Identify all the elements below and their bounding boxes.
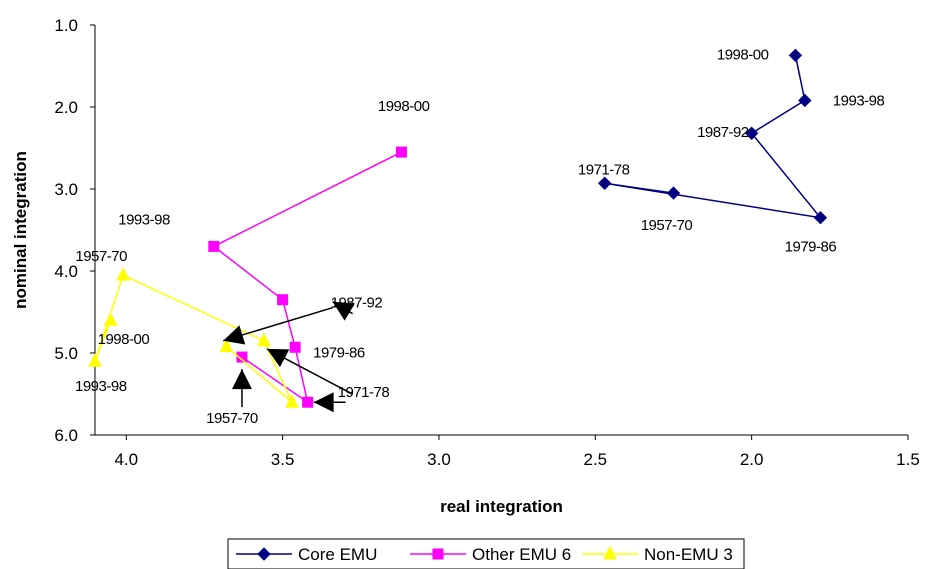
series-line — [212, 151, 402, 404]
data-point — [103, 312, 118, 326]
y-tick-label: 5.0 — [54, 344, 78, 363]
data-point — [257, 332, 271, 347]
point-label: 1971-78 — [338, 384, 390, 401]
data-point — [666, 186, 681, 200]
arrow-1971-78-a-head — [313, 392, 334, 413]
point-label: 1998-00 — [98, 331, 150, 348]
y-axis-title: nominal integration — [11, 151, 30, 309]
data-point — [208, 240, 220, 252]
data-point — [289, 341, 301, 353]
x-tick-label: 2.0 — [740, 450, 764, 469]
legend-marker — [603, 545, 617, 560]
data-point — [285, 394, 299, 408]
point-label: 1987-92 — [697, 124, 749, 141]
arrow-1987-92-a-head — [332, 301, 355, 321]
series-line — [604, 55, 823, 219]
legend-marker — [257, 547, 271, 561]
point-label: 1971-78 — [578, 161, 630, 178]
data-point — [302, 396, 314, 408]
x-tick-label: 2.5 — [583, 450, 607, 469]
point-label: 1993-98 — [118, 211, 170, 228]
point-label: 1998-00 — [378, 98, 430, 115]
arrow-1987-92-b-head — [223, 325, 246, 345]
y-tick-label: 6.0 — [54, 426, 78, 445]
legend-label: Other EMU 6 — [472, 545, 571, 564]
point-label: 1957-70 — [206, 410, 258, 427]
data-point — [788, 48, 803, 63]
y-tick-label: 1.0 — [54, 16, 78, 35]
point-label: 1979-86 — [785, 239, 837, 256]
data-point — [813, 210, 828, 225]
arrow-1971-78-b-head — [266, 348, 290, 368]
data-point — [116, 266, 130, 281]
x-tick-label: 3.0 — [427, 450, 451, 469]
point-label: 1957-70 — [641, 217, 693, 234]
legend-label: Core EMU — [298, 545, 377, 564]
point-label: 1957-70 — [75, 248, 127, 265]
data-point — [395, 146, 407, 158]
x-tick-label: 1.5 — [896, 450, 920, 469]
legend-label: Non-EMU 3 — [644, 545, 733, 564]
point-label: 1993-98 — [75, 378, 127, 395]
point-label: 1993-98 — [833, 92, 885, 109]
point-label: 1998-00 — [717, 46, 769, 63]
legend-marker — [432, 548, 444, 560]
y-tick-label: 4.0 — [54, 262, 78, 281]
data-point — [219, 338, 234, 352]
x-axis-title: real integration — [440, 497, 563, 516]
arrow-1957-70-head — [231, 369, 252, 390]
y-tick-label: 2.0 — [54, 98, 78, 117]
data-point — [88, 353, 102, 367]
x-tick-label: 3.5 — [271, 450, 295, 469]
data-point — [798, 93, 812, 108]
data-point — [277, 294, 289, 306]
y-tick-label: 3.0 — [54, 180, 78, 199]
legend-box — [227, 538, 745, 569]
series-line — [94, 274, 293, 403]
data-point — [597, 176, 612, 190]
x-tick-label: 4.0 — [114, 450, 138, 469]
data-point — [236, 351, 248, 363]
data-point — [744, 126, 759, 140]
point-label: 1979-86 — [313, 344, 365, 361]
